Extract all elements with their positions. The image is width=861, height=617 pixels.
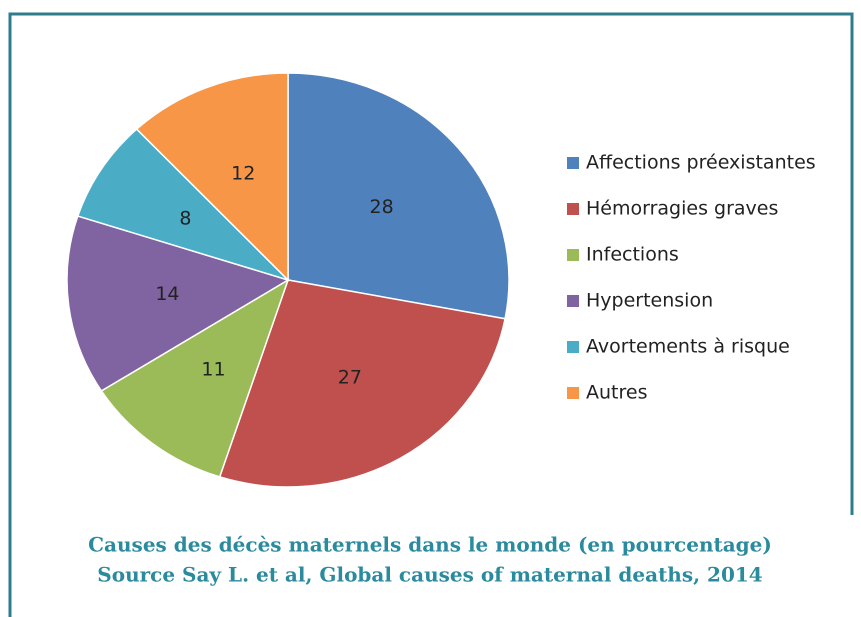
- data-label: 8: [179, 207, 191, 229]
- legend-label: Affections préexistantes: [586, 152, 816, 174]
- legend-swatch: [567, 249, 579, 261]
- pie-slice: [100, 278, 290, 478]
- legend-swatch: [567, 341, 579, 353]
- pie-slice: [218, 279, 506, 488]
- pie-slice: [66, 215, 290, 392]
- legend-swatch: [567, 157, 579, 169]
- data-label: 11: [201, 358, 225, 380]
- chart-title: Causes des décès maternels dans le monde…: [88, 533, 772, 557]
- pie-slice: [135, 72, 289, 282]
- frame: [8, 12, 854, 617]
- data-label: 27: [338, 366, 362, 388]
- legend-label: Infections: [586, 244, 679, 266]
- legend-swatch: [567, 387, 579, 399]
- legend-swatch: [567, 203, 579, 215]
- data-label: 28: [370, 196, 394, 218]
- data-label: 12: [231, 163, 255, 185]
- data-label: 14: [155, 283, 179, 305]
- pie-slice: [76, 128, 289, 281]
- legend-label: Hémorragies graves: [586, 198, 778, 220]
- legend-label: Autres: [586, 382, 647, 404]
- legend-label: Avortements à risque: [586, 336, 790, 358]
- chart-subtitle: Source Say L. et al, Global causes of ma…: [97, 563, 762, 587]
- legend-swatch: [567, 295, 579, 307]
- legend-label: Hypertension: [586, 290, 713, 312]
- pie-slice: [287, 72, 510, 320]
